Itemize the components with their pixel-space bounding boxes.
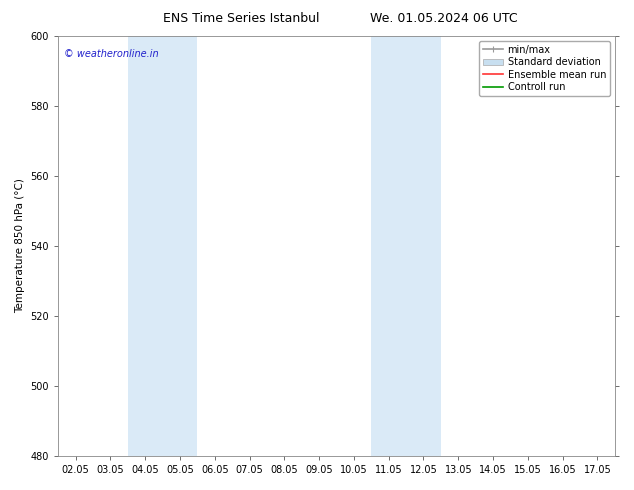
Text: We. 01.05.2024 06 UTC: We. 01.05.2024 06 UTC (370, 12, 517, 25)
Bar (372, 36, 441, 456)
Legend: min/max, Standard deviation, Ensemble mean run, Controll run: min/max, Standard deviation, Ensemble me… (479, 41, 610, 96)
Text: © weatheronline.in: © weatheronline.in (64, 49, 158, 59)
Y-axis label: Temperature 850 hPa (°C): Temperature 850 hPa (°C) (15, 179, 25, 314)
Bar (128, 36, 197, 456)
Text: ENS Time Series Istanbul: ENS Time Series Istanbul (163, 12, 319, 25)
